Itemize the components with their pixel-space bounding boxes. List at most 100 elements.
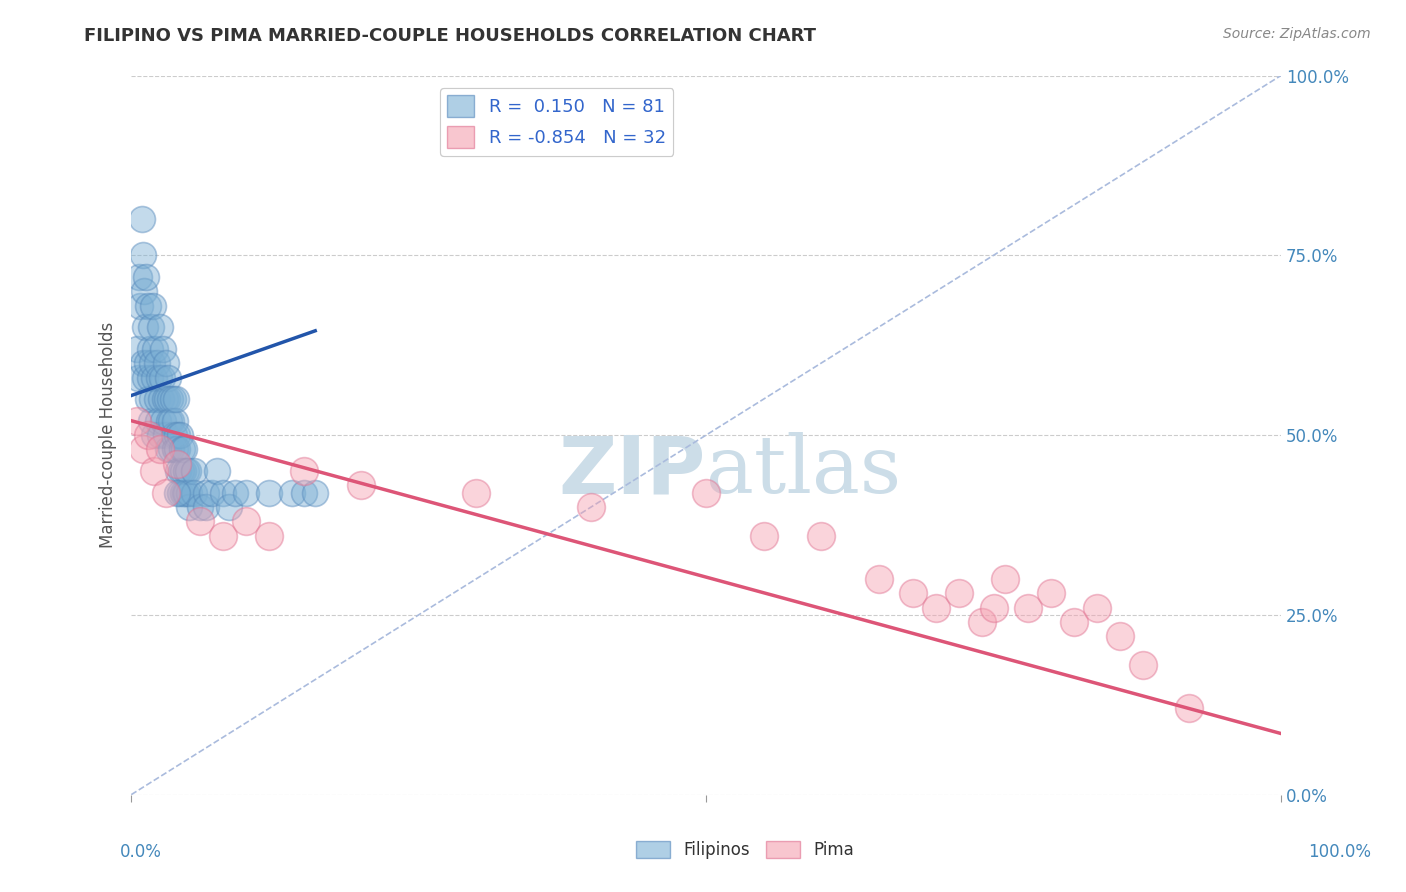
Point	[148, 370, 170, 384]
Text: ZIP: ZIP	[558, 432, 706, 510]
Point	[235, 515, 257, 529]
Point	[1063, 615, 1085, 629]
Point	[163, 442, 186, 457]
Legend: R =  0.150   N = 81, R = -0.854   N = 32: R = 0.150 N = 81, R = -0.854 N = 32	[440, 88, 673, 156]
Point	[207, 464, 229, 478]
Point	[304, 485, 326, 500]
Point	[152, 414, 174, 428]
Point	[212, 485, 235, 500]
Point	[128, 269, 150, 284]
Point	[136, 356, 159, 370]
Point	[1132, 658, 1154, 673]
Point	[132, 285, 155, 299]
Point	[157, 442, 180, 457]
Point	[145, 392, 167, 406]
Point	[970, 615, 993, 629]
Point	[218, 500, 240, 514]
Point	[155, 356, 177, 370]
Y-axis label: Married-couple Households: Married-couple Households	[100, 322, 117, 549]
Point	[155, 428, 177, 442]
Point	[1178, 701, 1201, 715]
Point	[235, 485, 257, 500]
Point	[167, 464, 190, 478]
Point	[132, 442, 155, 457]
Point	[1017, 600, 1039, 615]
Point	[350, 478, 373, 492]
Point	[166, 428, 188, 442]
Point	[149, 442, 172, 457]
Point	[169, 485, 191, 500]
Point	[150, 370, 173, 384]
Point	[172, 464, 194, 478]
Point	[176, 464, 198, 478]
Point	[159, 392, 181, 406]
Point	[139, 414, 162, 428]
Point	[143, 428, 166, 442]
Point	[157, 414, 180, 428]
Point	[810, 529, 832, 543]
Point	[127, 370, 149, 384]
Point	[174, 485, 197, 500]
Point	[901, 586, 924, 600]
Text: Source: ZipAtlas.com: Source: ZipAtlas.com	[1223, 27, 1371, 41]
Point	[138, 299, 160, 313]
Point	[752, 529, 775, 543]
Point	[143, 464, 166, 478]
Point	[138, 370, 160, 384]
Point	[281, 485, 304, 500]
Point	[948, 586, 970, 600]
Point	[166, 457, 188, 471]
Point	[149, 320, 172, 334]
Point	[292, 464, 315, 478]
Point	[132, 248, 155, 262]
Point	[170, 464, 193, 478]
Point	[172, 485, 194, 500]
Point	[177, 500, 200, 514]
Point	[983, 600, 1005, 615]
Point	[152, 342, 174, 356]
Point	[163, 414, 186, 428]
Point	[138, 392, 160, 406]
Point	[994, 572, 1017, 586]
Point	[177, 485, 200, 500]
Point	[166, 485, 188, 500]
Point	[166, 442, 188, 457]
Point	[188, 500, 211, 514]
Point	[145, 342, 167, 356]
Point	[142, 299, 165, 313]
Point	[162, 392, 184, 406]
Point	[131, 212, 153, 227]
Point	[141, 392, 163, 406]
Point	[160, 442, 183, 457]
Point	[132, 356, 155, 370]
Point	[195, 485, 218, 500]
Point	[135, 269, 157, 284]
Point	[257, 529, 280, 543]
Point	[146, 414, 169, 428]
Point	[465, 485, 488, 500]
Point	[165, 392, 187, 406]
Point	[1040, 586, 1063, 600]
Point	[129, 299, 152, 313]
Point	[143, 370, 166, 384]
Point	[224, 485, 246, 500]
Point	[195, 500, 218, 514]
Point	[925, 600, 948, 615]
Text: 100.0%: 100.0%	[1308, 843, 1371, 861]
Point	[695, 485, 717, 500]
Point	[212, 529, 235, 543]
Text: 0.0%: 0.0%	[120, 843, 162, 861]
Point	[157, 370, 180, 384]
Point	[160, 414, 183, 428]
Point	[188, 515, 211, 529]
Point	[868, 572, 890, 586]
Point	[201, 485, 224, 500]
Point	[579, 500, 602, 514]
Point	[125, 414, 148, 428]
Point	[134, 320, 156, 334]
Point	[138, 428, 160, 442]
Point	[150, 392, 173, 406]
Point	[292, 485, 315, 500]
Point	[183, 485, 205, 500]
Legend: Filipinos, Pima: Filipinos, Pima	[630, 834, 860, 866]
